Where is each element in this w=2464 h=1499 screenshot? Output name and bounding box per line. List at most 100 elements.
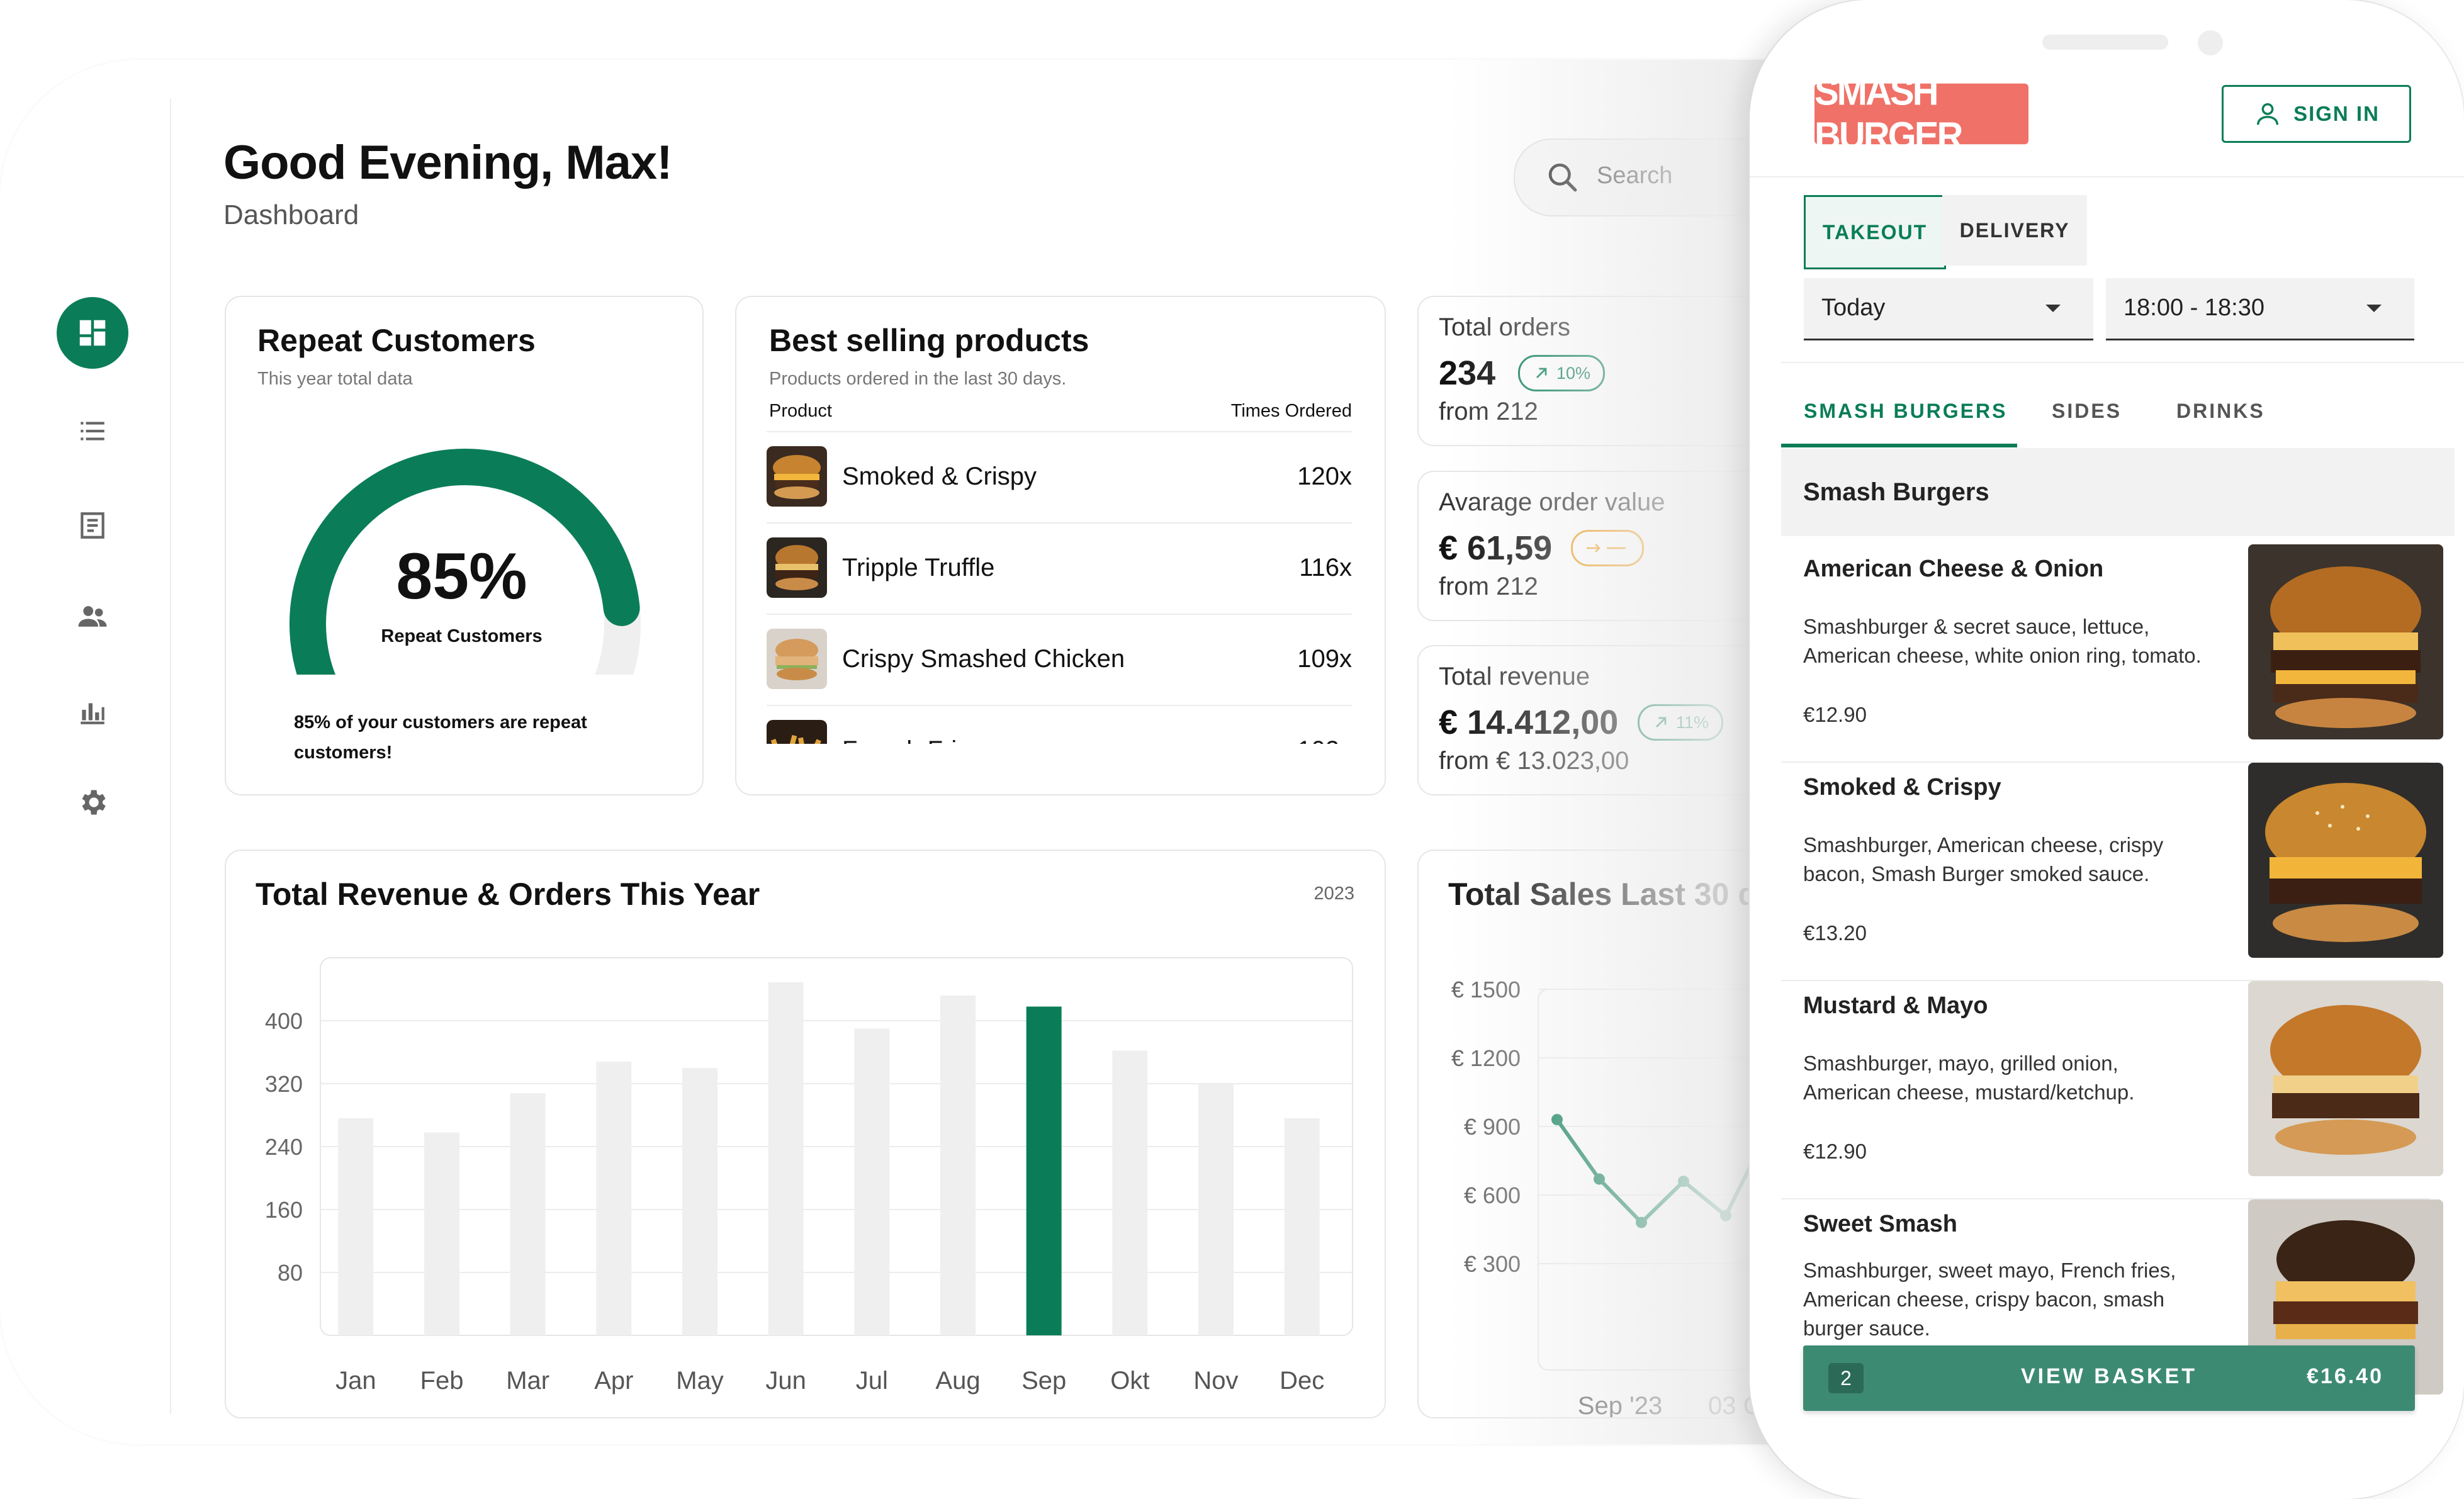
- user-icon: [2257, 103, 2279, 125]
- section-header: Smash Burgers: [1781, 448, 2455, 536]
- bar-apr: [596, 1062, 632, 1335]
- item-price: €13.20: [1803, 921, 1867, 945]
- product-count: 116x: [1299, 554, 1352, 581]
- tab-smash-burgers[interactable]: SMASH BURGERS: [1804, 400, 2008, 422]
- basket-label: VIEW BASKET: [2020, 1364, 2198, 1388]
- sidebar-item-orders[interactable]: [61, 400, 124, 463]
- table-row[interactable]: Smoked & Crispy 120x: [767, 431, 1352, 524]
- repeat-customers-gauge: [290, 449, 641, 675]
- table-row[interactable]: Crispy Smashed Chicken 109x: [767, 614, 1352, 706]
- x-tick-label: Jan: [335, 1367, 376, 1395]
- sidebar-divider: [170, 99, 171, 1414]
- burger-photo: [2248, 763, 2443, 958]
- takeout-toggle[interactable]: TAKEOUT: [1804, 195, 1946, 269]
- dashboard-window: Good Evening, Max! Dashboard Search Repe…: [0, 60, 1825, 1444]
- bar-nov: [1198, 1084, 1234, 1335]
- stat-from: from 212: [1439, 398, 1538, 425]
- revenue-chart-card: Total Revenue & Orders This Year 2023 40…: [225, 850, 1386, 1418]
- chart-year: 2023: [1314, 884, 1354, 904]
- gear-icon: [82, 790, 106, 815]
- data-point: [1636, 1216, 1647, 1228]
- x-tick-label: Okt: [1110, 1367, 1149, 1395]
- page-title: Dashboard: [223, 199, 359, 230]
- sidebar-item-analytics[interactable]: [61, 680, 124, 743]
- table-row[interactable]: Tripple Truffle 116x: [767, 522, 1352, 615]
- trend-badge: 10%: [1518, 355, 1606, 391]
- trend-badge: [1571, 530, 1644, 566]
- y-tick-label: € 1200: [1451, 1045, 1521, 1071]
- item-name: Smoked & Crispy: [1803, 774, 2001, 800]
- x-tick-label: May: [676, 1367, 724, 1395]
- menu-item[interactable]: American Cheese & Onion Smashburger & se…: [1781, 544, 2443, 763]
- trend-value: 10%: [1556, 363, 1591, 383]
- revenue-bar-chart: 400 320 240 160 80 Jan Feb Mar Apr May Jun Jul Aug Se…: [265, 957, 1353, 1395]
- active-tab-indicator: [1781, 444, 2017, 447]
- best-selling-card: Best selling products Products ordered i…: [735, 296, 1386, 795]
- receipt-icon: [81, 512, 104, 539]
- bar-jun: [768, 982, 804, 1335]
- stat-value: 234: [1439, 354, 1496, 392]
- tab-drinks[interactable]: DRINKS: [2176, 400, 2265, 422]
- section-title: Smash Burgers: [1803, 478, 1989, 506]
- search-icon: [1548, 163, 1577, 192]
- time-select-value: 18:00 - 18:30: [2124, 295, 2264, 321]
- menu-item[interactable]: Mustard & Mayo Smashburger, mayo, grille…: [1781, 981, 2443, 1199]
- y-tick-label: 320: [265, 1071, 303, 1097]
- sidebar-item-receipts[interactable]: [61, 494, 124, 557]
- x-tick-label: Nov: [1193, 1367, 1238, 1395]
- chicken-burger-thumbnail: [767, 629, 827, 689]
- sidebar-item-customers[interactable]: [61, 585, 124, 648]
- stat-from: from € 13.023,00: [1439, 747, 1629, 775]
- basket-count: 2: [1828, 1363, 1864, 1393]
- x-tick-label: Aug: [935, 1367, 980, 1395]
- view-basket-button[interactable]: 2 VIEW BASKET €16.40: [1803, 1345, 2415, 1411]
- sign-in-label: SIGN IN: [2293, 102, 2380, 125]
- burger-photo: [2248, 981, 2443, 1176]
- menu-item[interactable]: Smoked & Crispy Smashburger, American ch…: [1781, 763, 2443, 981]
- data-point: [1720, 1210, 1731, 1221]
- burger-photo: [2248, 544, 2443, 739]
- bar-jul: [854, 1028, 890, 1335]
- y-tick-label: € 900: [1464, 1114, 1521, 1140]
- brand-logo[interactable]: SMASH BURGER: [1814, 70, 2028, 157]
- bar-dec: [1284, 1118, 1320, 1335]
- time-select[interactable]: 18:00 - 18:30: [2106, 278, 2414, 340]
- arrow-up-right-icon: [1536, 368, 1547, 378]
- product-count: 109x: [1297, 645, 1352, 673]
- bar-mar: [510, 1093, 546, 1335]
- tab-sides[interactable]: SIDES: [2052, 400, 2122, 422]
- y-tick-label: € 600: [1464, 1182, 1521, 1208]
- bar-sep: [1026, 1006, 1062, 1335]
- stat-label: Avarage order value: [1439, 488, 1665, 516]
- data-point: [1551, 1114, 1563, 1126]
- y-tick-label: 160: [265, 1197, 303, 1223]
- x-tick-label: Apr: [594, 1367, 633, 1395]
- repeat-customers-card: Repeat Customers This year total data 85…: [225, 296, 704, 795]
- item-description: Smashburger, mayo, grilled onion, Americ…: [1803, 1052, 2135, 1104]
- item-name: American Cheese & Onion: [1803, 556, 2104, 582]
- x-tick-label: Sep: [1021, 1367, 1066, 1395]
- bar-aug: [940, 996, 976, 1335]
- sign-in-button[interactable]: SIGN IN: [2222, 85, 2411, 143]
- scroll-clip: [736, 744, 1385, 794]
- y-tick-label: 240: [265, 1134, 303, 1160]
- day-select-value: Today: [1821, 295, 1886, 321]
- x-tick-label: Jul: [856, 1367, 888, 1395]
- delivery-toggle[interactable]: DELIVERY: [1942, 195, 2087, 266]
- bar-jan: [338, 1118, 374, 1335]
- stat-label: Total orders: [1439, 313, 1570, 341]
- item-description: Smashburger, sweet mayo, French fries, A…: [1803, 1259, 2176, 1340]
- arrow-right-icon: [1587, 544, 1626, 553]
- x-tick-label: Sep '23: [1578, 1392, 1662, 1417]
- basket-total: €16.40: [2307, 1364, 2383, 1388]
- day-select[interactable]: Today: [1804, 278, 2093, 340]
- sidebar-item-settings[interactable]: [61, 771, 124, 834]
- sidebar-item-dashboard[interactable]: [57, 297, 128, 369]
- item-price: €12.90: [1803, 1140, 1867, 1163]
- trend-badge: 11%: [1638, 704, 1724, 741]
- x-tick-label: Mar: [506, 1367, 549, 1395]
- item-name: Sweet Smash: [1803, 1211, 1957, 1237]
- stat-value: € 14.412,00: [1439, 704, 1619, 741]
- phone-speaker: [2042, 35, 2168, 50]
- burger-thumbnail: [767, 446, 827, 507]
